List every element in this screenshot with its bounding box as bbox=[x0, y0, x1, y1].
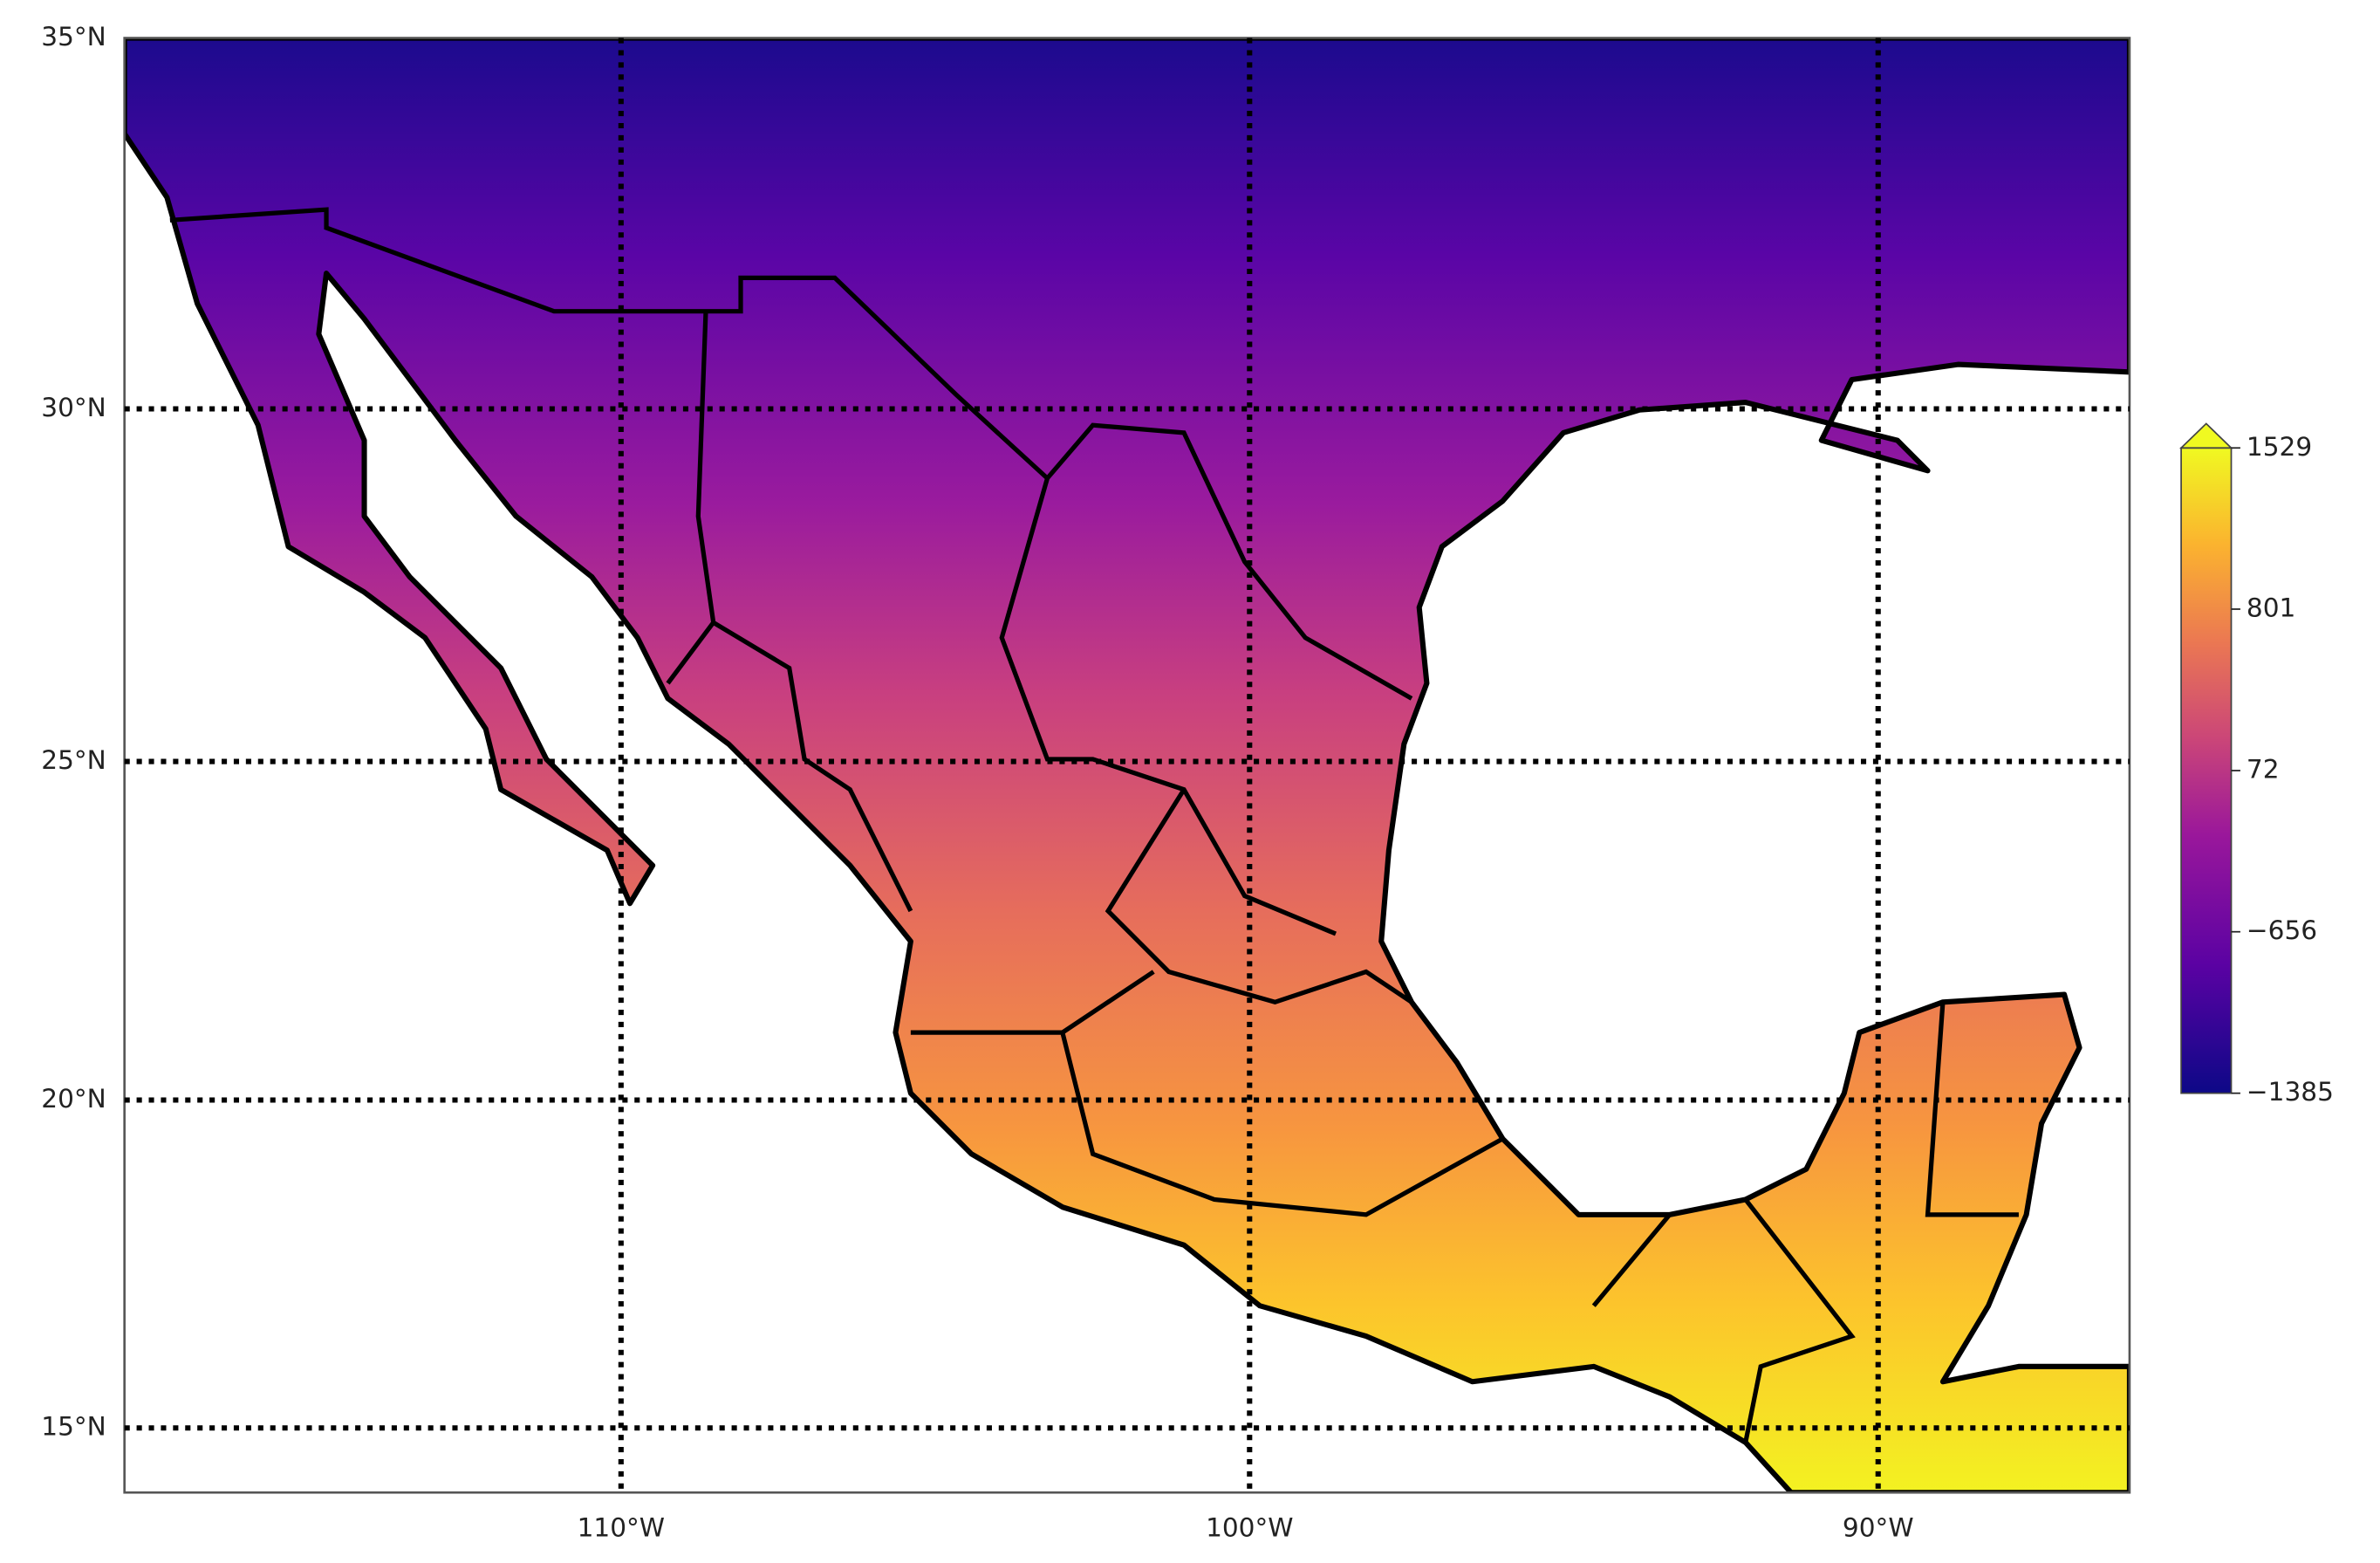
map-area bbox=[124, 38, 2130, 1493]
colorbar-tick-label: 72 bbox=[2247, 754, 2280, 784]
y-tick-label: 20°N bbox=[41, 1084, 106, 1114]
x-tick-label: 100°W bbox=[1206, 1513, 1293, 1543]
colorbar: −1385 −656 72 801 1529 bbox=[2178, 422, 2334, 1107]
x-tick-label: 90°W bbox=[1843, 1513, 1914, 1543]
colorbar-tick-label: −1385 bbox=[2247, 1077, 2334, 1107]
y-tick-label: 30°N bbox=[41, 393, 106, 422]
colorbar-tick-label: −656 bbox=[2247, 915, 2317, 945]
y-tick-label: 15°N bbox=[41, 1412, 106, 1442]
colorbar-extend bbox=[2178, 422, 2233, 449]
colorbar-tick-label: 801 bbox=[2247, 593, 2295, 622]
colorbar-tick-label: 1529 bbox=[2247, 432, 2312, 462]
y-tick-label: 35°N bbox=[41, 22, 106, 51]
map-frame bbox=[123, 37, 2131, 1494]
x-tick-label: 110°W bbox=[578, 1513, 665, 1543]
colorbar-scale bbox=[2180, 447, 2233, 1094]
land bbox=[124, 38, 2130, 1493]
y-tick-label: 25°N bbox=[41, 745, 106, 775]
